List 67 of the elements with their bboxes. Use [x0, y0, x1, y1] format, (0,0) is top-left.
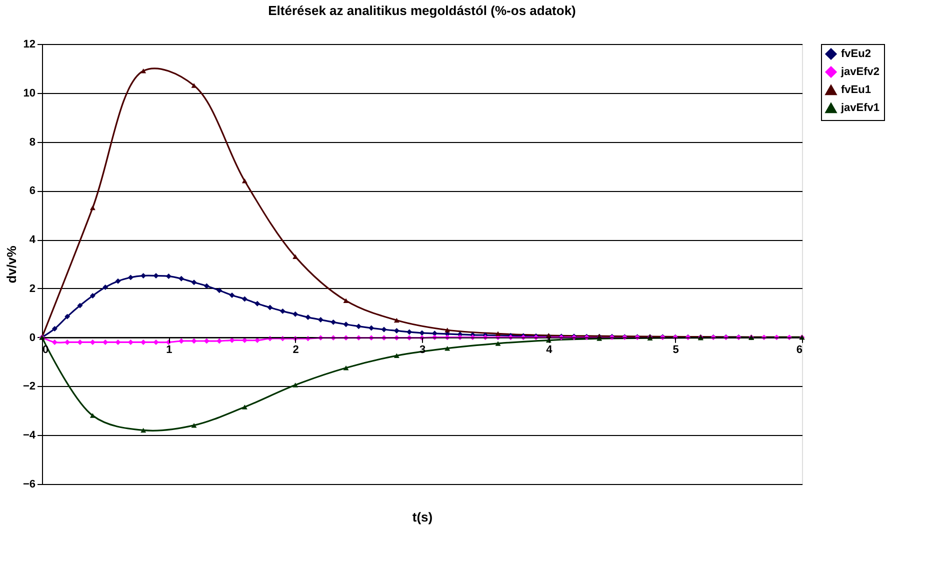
y-tick-label: 4 — [29, 234, 36, 246]
x-tick-label: 5 — [672, 344, 679, 356]
point — [292, 311, 298, 317]
x-tick-label: 1 — [166, 344, 172, 356]
point — [90, 413, 96, 418]
point — [444, 328, 450, 332]
y-axis-title: dv/v% — [4, 245, 19, 284]
point — [242, 296, 248, 302]
legend-label: fvEu1 — [841, 84, 871, 96]
point — [216, 288, 222, 294]
point — [356, 324, 362, 330]
point — [52, 326, 58, 332]
point — [128, 274, 134, 280]
y-tick-label: −4 — [22, 430, 36, 442]
point — [229, 292, 235, 298]
y-tick-label: −6 — [22, 478, 36, 490]
point — [280, 308, 286, 314]
point — [90, 205, 96, 210]
x-tick-label: 0 — [42, 344, 49, 356]
x-axis-title: t(s) — [412, 510, 433, 524]
point — [90, 293, 96, 299]
point — [343, 366, 349, 370]
y-tick-label: 0 — [29, 332, 36, 344]
point — [140, 428, 146, 433]
point — [64, 314, 70, 320]
point — [102, 284, 108, 290]
y-tick-label: 12 — [23, 38, 36, 50]
x-tick-label: 6 — [796, 344, 802, 356]
y-tick-label: 2 — [29, 282, 36, 295]
legend-label: javEfv2 — [840, 66, 880, 78]
point — [381, 326, 387, 332]
point — [178, 276, 184, 282]
y-tick-label: 8 — [29, 136, 36, 148]
point — [254, 300, 260, 306]
point — [140, 272, 146, 278]
x-tick-label: 2 — [292, 344, 299, 356]
point — [394, 318, 400, 323]
point — [204, 283, 210, 289]
point — [242, 404, 248, 410]
point — [292, 254, 298, 260]
chart-title: Eltérések az analitikus megoldástól (%-os adatok) — [268, 3, 576, 18]
legend-label: fvEu2 — [841, 48, 871, 60]
point — [191, 280, 197, 286]
y-tick-label: 6 — [29, 185, 36, 198]
point — [242, 178, 248, 184]
point — [292, 382, 298, 388]
point — [77, 302, 83, 308]
x-tick-label: 4 — [546, 344, 554, 356]
point — [330, 319, 336, 325]
y-tick-label: 10 — [23, 87, 36, 100]
point — [166, 273, 172, 279]
point — [140, 68, 146, 74]
point — [444, 346, 450, 351]
point — [191, 422, 197, 428]
point — [115, 278, 121, 284]
point — [318, 316, 324, 322]
legend-label: javEfv1 — [840, 102, 880, 114]
point — [343, 322, 349, 328]
point — [394, 353, 400, 358]
point — [267, 304, 273, 310]
point — [343, 298, 349, 304]
point — [368, 325, 374, 331]
point — [419, 330, 425, 336]
point — [495, 341, 501, 346]
y-tick-label: −2 — [22, 380, 36, 393]
point — [394, 328, 400, 334]
point — [305, 314, 311, 320]
